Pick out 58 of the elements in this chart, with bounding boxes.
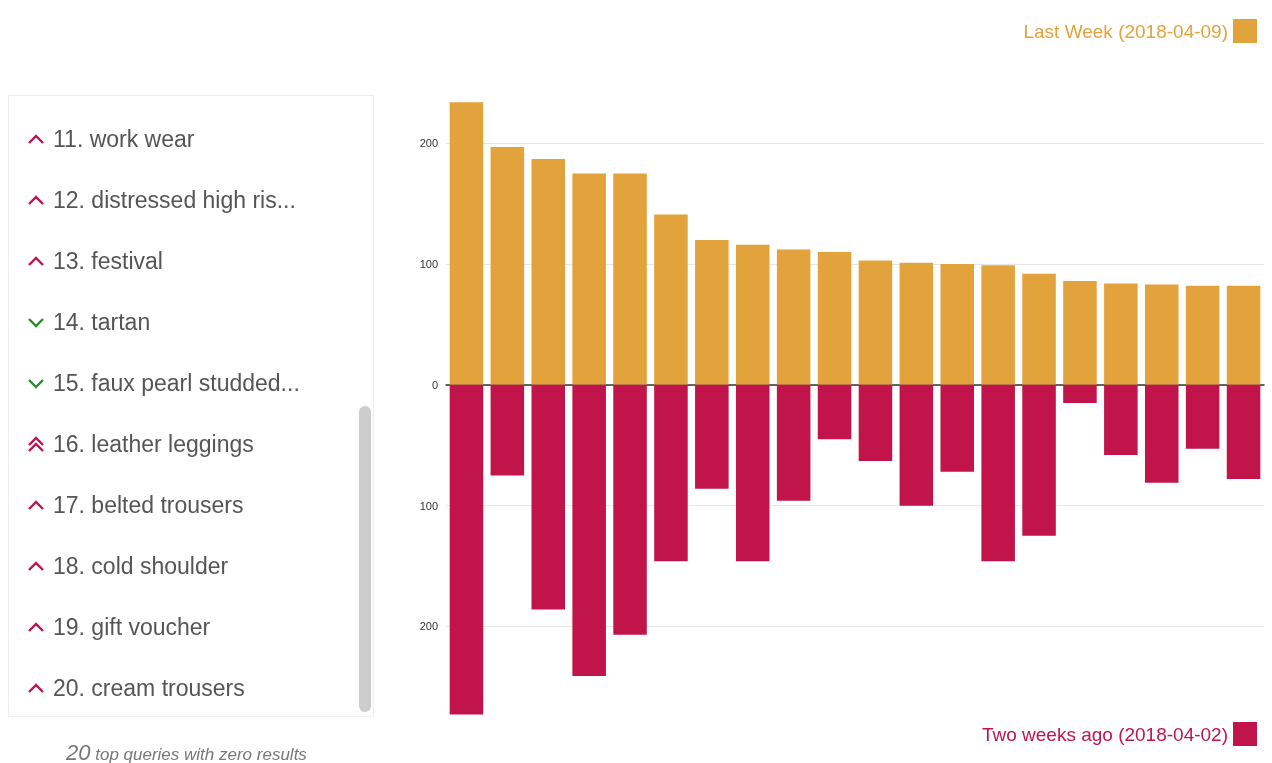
- bar: [1104, 283, 1138, 385]
- category-label: 18. cold shoulder: [53, 552, 229, 580]
- bar: [531, 384, 566, 610]
- bar: [572, 173, 606, 385]
- bar: [776, 384, 811, 501]
- bar: [531, 158, 566, 385]
- bar: [695, 384, 729, 489]
- bar: [1144, 284, 1179, 385]
- category-label: 17. belted trousers: [53, 491, 244, 519]
- bar: [572, 384, 606, 676]
- bar: [654, 384, 688, 562]
- legend-label: Last Week (2018-04-09): [1023, 20, 1228, 42]
- bar: [1226, 384, 1261, 480]
- y-tick-label: 100: [419, 499, 438, 512]
- category-label: 12. distressed high ris...: [53, 186, 296, 214]
- bar: [940, 264, 975, 385]
- bar: [613, 173, 647, 385]
- legend-label: Two weeks ago (2018-04-02): [981, 723, 1228, 745]
- bar: [490, 384, 525, 476]
- bar: [1226, 285, 1261, 385]
- bar: [899, 384, 934, 506]
- bar: [1022, 273, 1056, 385]
- y-tick-label: 200: [419, 137, 438, 150]
- category-label: 20. cream trousers: [53, 674, 245, 702]
- bar: [817, 251, 852, 385]
- bar: [1104, 384, 1138, 455]
- category-label: 11. work wear: [53, 125, 195, 153]
- category-label: 15. faux pearl studded...: [53, 369, 300, 397]
- y-tick-label: 100: [419, 258, 438, 271]
- bar: [858, 260, 893, 385]
- bar: [817, 384, 852, 440]
- y-tick-label: 200: [419, 620, 438, 633]
- bar: [858, 384, 893, 461]
- bar: [1185, 384, 1220, 449]
- bar: [654, 214, 688, 385]
- category-label: 14. tartan: [53, 308, 151, 336]
- category-label: 13. festival: [53, 247, 163, 275]
- bar: [735, 384, 770, 562]
- bar: [1063, 384, 1097, 403]
- bar: [1185, 285, 1220, 385]
- bar: [899, 262, 934, 385]
- bar: [1022, 384, 1056, 536]
- category-label: 16. leather leggings: [53, 430, 254, 458]
- category-label: 19. gift voucher: [53, 613, 211, 641]
- bar: [940, 384, 975, 472]
- bar: [490, 146, 525, 385]
- bar: [613, 384, 647, 635]
- bar: [1144, 384, 1179, 483]
- bar: [449, 384, 484, 715]
- bar: [981, 384, 1015, 562]
- bar: [1063, 280, 1097, 385]
- y-tick-label: 0: [431, 378, 438, 391]
- bar: [981, 265, 1015, 385]
- bar: [735, 244, 770, 385]
- bar: [695, 239, 729, 385]
- bar: [449, 102, 484, 385]
- bar: [776, 249, 811, 385]
- text: 20 top queries with zero results: [66, 740, 307, 763]
